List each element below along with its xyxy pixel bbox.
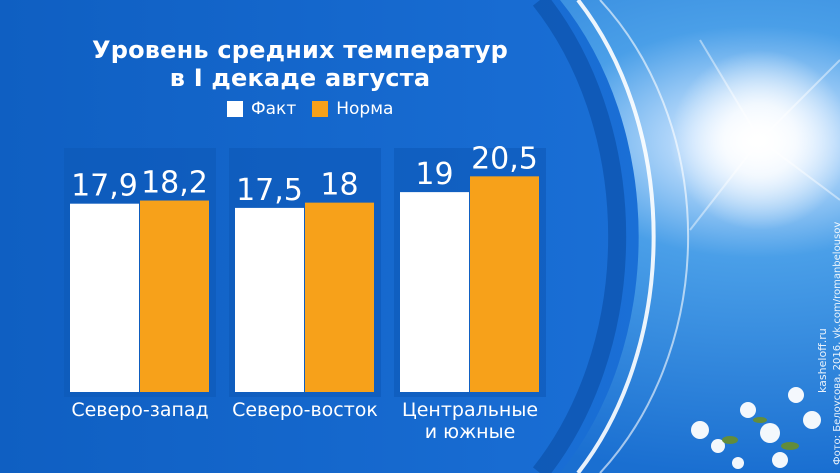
bar [305,202,374,392]
blossom-branch [691,387,821,469]
data-label: 18,2 [141,166,208,201]
legend: Факт Норма [227,99,393,119]
data-label: 17,9 [71,169,138,204]
category-label: и южные [425,421,516,443]
category-label: Центральные [402,399,538,421]
data-label: 17,5 [236,173,303,208]
category-label: Северо-запад [71,399,208,421]
decorative-arcs [576,0,690,473]
watermark-credit: Фото: Белоусова, 2016, vk.com/romanbelou… [832,221,840,465]
legend-swatch-norm [312,101,329,117]
data-label: 20,5 [471,141,538,176]
chart-title-line2: в I декаде августа [169,64,431,92]
data-label: 19 [415,157,453,192]
bar [70,203,139,392]
data-label: 18 [320,168,358,203]
legend-item-fact: Факт [227,99,296,119]
bar [140,200,209,392]
bar [400,192,469,392]
category-label: Северо-восток [232,399,378,421]
watermark-site: kasheloff.ru [816,328,829,393]
bar [470,176,539,392]
chart-title-line1: Уровень средних температур [91,36,509,64]
sun-rays [689,39,840,231]
bar [235,207,304,392]
legend-label-norm: Норма [336,99,394,119]
leaves [722,417,799,450]
legend-item-norm: Норма [312,99,393,119]
legend-label-fact: Факт [251,99,297,119]
legend-swatch-fact [227,101,243,117]
